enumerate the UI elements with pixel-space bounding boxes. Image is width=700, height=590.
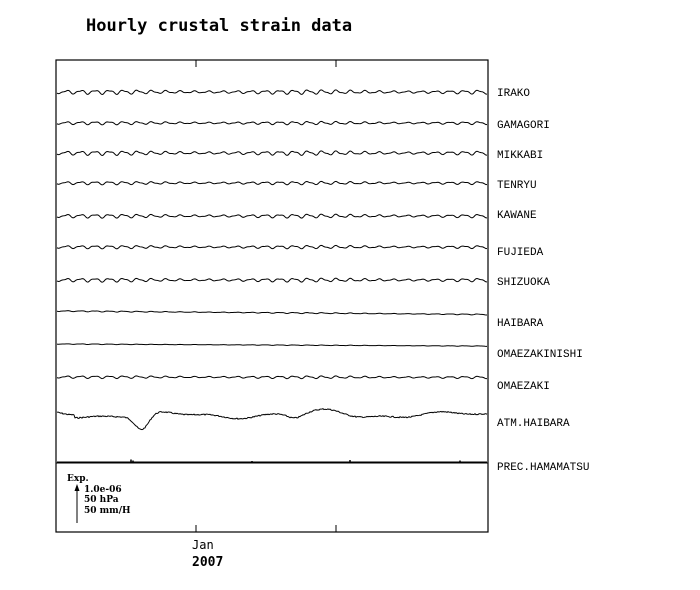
scale-pressure: 50 hPa bbox=[84, 495, 119, 505]
station-label-prec-hamamatsu: PREC.HAMAMATSU bbox=[497, 462, 589, 474]
trace-irako bbox=[56, 89, 488, 96]
scale-legend: Exp. 1.0e-06 50 hPa 50 mm/H bbox=[67, 474, 131, 523]
station-label-fujieda: FUJIEDA bbox=[497, 247, 544, 259]
trace-gamagori bbox=[56, 120, 488, 126]
station-label-kawane: KAWANE bbox=[497, 210, 537, 222]
traces-group bbox=[56, 89, 488, 463]
station-label-atm-haibara: ATM.HAIBARA bbox=[497, 418, 570, 430]
trace-omaezakinishi bbox=[56, 343, 487, 347]
scale-precip: 50 mm/H bbox=[84, 506, 131, 516]
station-label-irako: IRAKO bbox=[497, 88, 530, 100]
plot-frame bbox=[55, 59, 489, 533]
station-label-omaezakinishi: OMAEZAKINISHI bbox=[497, 349, 583, 361]
x-tick-label-month: Jan bbox=[192, 538, 214, 552]
trace-fujieda bbox=[56, 244, 488, 250]
trace-tenryu bbox=[56, 180, 488, 186]
chart-title: Hourly crustal strain data bbox=[86, 16, 352, 36]
station-label-omaezaki: OMAEZAKI bbox=[497, 381, 550, 393]
trace-shizuoka bbox=[56, 277, 488, 283]
station-label-haibara: HAIBARA bbox=[497, 318, 544, 330]
station-label-gamagori: GAMAGORI bbox=[497, 120, 550, 132]
trace-atm-haibara bbox=[56, 408, 488, 431]
station-label-mikkabi: MIKKABI bbox=[497, 150, 543, 162]
station-label-tenryu: TENRYU bbox=[497, 180, 537, 192]
trace-kawane bbox=[56, 213, 488, 219]
station-label-shizuoka: SHIZUOKA bbox=[497, 277, 550, 289]
scale-strain: 1.0e-06 bbox=[84, 485, 122, 495]
scale-arrow-head bbox=[74, 484, 80, 491]
scale-legend-title: Exp. bbox=[67, 474, 89, 484]
trace-mikkabi bbox=[56, 150, 488, 157]
x-tick-label-year: 2007 bbox=[192, 555, 223, 570]
trace-haibara bbox=[56, 310, 487, 316]
trace-omaezaki bbox=[56, 375, 488, 380]
station-labels: IRAKO GAMAGORI MIKKABI TENRYU KAWANE FUJIEDA S… bbox=[497, 88, 589, 474]
